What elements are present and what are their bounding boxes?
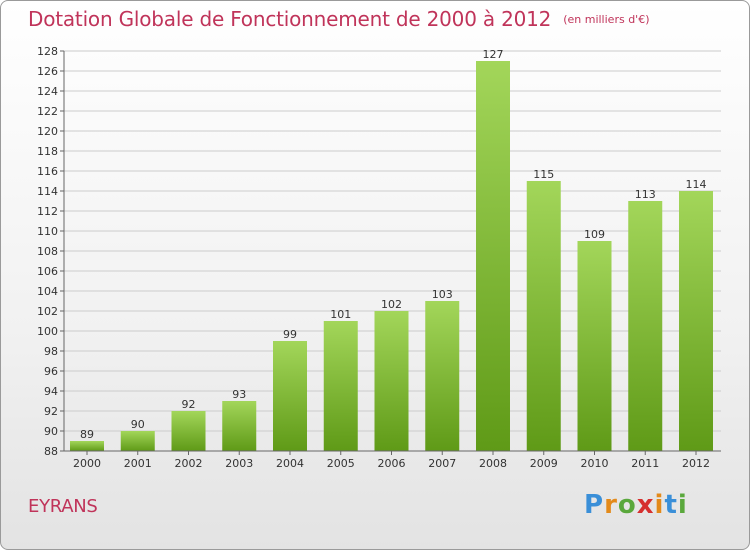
bar-value-label: 93 bbox=[232, 388, 246, 401]
y-tick-label: 124 bbox=[37, 85, 58, 98]
bar-value-label: 102 bbox=[381, 298, 402, 311]
bar bbox=[120, 431, 155, 451]
bar-value-label: 113 bbox=[635, 188, 656, 201]
bar bbox=[273, 341, 307, 451]
y-tick-label: 128 bbox=[37, 45, 58, 58]
label-layer: 89 90 92 93 99 101 102 103 127 115 109 113 114 bbox=[80, 48, 707, 441]
y-tick-label: 88 bbox=[44, 445, 58, 458]
chart-title: Dotation Globale de Fonctionnement de 20… bbox=[28, 7, 552, 31]
place-name: EYRANS bbox=[28, 496, 98, 517]
y-tick-label: 94 bbox=[44, 385, 58, 398]
y-tick-label: 98 bbox=[44, 345, 58, 358]
bar bbox=[628, 201, 663, 451]
bar bbox=[171, 411, 206, 451]
y-tick-label: 116 bbox=[37, 165, 58, 178]
logo-letter: x bbox=[636, 490, 655, 520]
y-tick-label: 102 bbox=[37, 305, 58, 318]
x-tick-label: 2012 bbox=[682, 457, 710, 470]
y-tick-label: 126 bbox=[37, 65, 58, 78]
bar bbox=[425, 301, 460, 451]
x-tick-label: 2003 bbox=[225, 457, 253, 470]
bar bbox=[70, 441, 104, 451]
bar-value-label: 103 bbox=[432, 288, 453, 301]
bar bbox=[374, 311, 409, 451]
y-tick-label: 92 bbox=[44, 405, 58, 418]
bar bbox=[577, 241, 612, 451]
x-tick-label: 2008 bbox=[479, 457, 507, 470]
proxiti-logo: Proxiti bbox=[584, 490, 688, 520]
x-tick-label: 2010 bbox=[581, 457, 609, 470]
bar-value-label: 99 bbox=[283, 328, 297, 341]
logo-letter: i bbox=[654, 490, 665, 520]
x-tick-label: 2002 bbox=[175, 457, 203, 470]
logo-letter: r bbox=[604, 490, 618, 520]
bar bbox=[526, 181, 561, 451]
chart-subtitle: (en milliers d'€) bbox=[563, 13, 650, 26]
x-tick-label: 2005 bbox=[327, 457, 355, 470]
y-tick-label: 112 bbox=[37, 205, 58, 218]
x-tick-label: 2009 bbox=[530, 457, 558, 470]
x-tick-label: 2007 bbox=[428, 457, 456, 470]
logo-letter: o bbox=[617, 490, 637, 520]
bar-value-label: 109 bbox=[584, 228, 605, 241]
x-tick-label: 2006 bbox=[378, 457, 406, 470]
y-tick-label: 122 bbox=[37, 105, 58, 118]
y-tick-label: 118 bbox=[37, 145, 58, 158]
x-tick-label: 2001 bbox=[124, 457, 152, 470]
bar bbox=[476, 61, 510, 451]
y-tick-label: 90 bbox=[44, 425, 58, 438]
bar-layer bbox=[70, 61, 713, 451]
x-tick-label: 2011 bbox=[631, 457, 659, 470]
logo-letter: t bbox=[664, 490, 678, 520]
x-tick-label: 2000 bbox=[73, 457, 101, 470]
y-tick-label: 96 bbox=[44, 365, 58, 378]
bar-value-label: 90 bbox=[131, 418, 145, 431]
y-tick-label: 108 bbox=[37, 245, 58, 258]
y-tick-label: 104 bbox=[37, 285, 58, 298]
bar-value-label: 101 bbox=[330, 308, 351, 321]
bar-value-label: 115 bbox=[533, 168, 554, 181]
bar-value-label: 127 bbox=[483, 48, 504, 61]
y-tick-label: 120 bbox=[37, 125, 58, 138]
bar-value-label: 89 bbox=[80, 428, 94, 441]
y-tick-label: 110 bbox=[37, 225, 58, 238]
logo-letter: P bbox=[584, 490, 605, 520]
bar bbox=[679, 191, 713, 451]
bar bbox=[323, 321, 358, 451]
bar-value-label: 114 bbox=[686, 178, 707, 191]
logo-letter: i bbox=[677, 490, 688, 520]
title-row: Dotation Globale de Fonctionnement de 20… bbox=[28, 7, 649, 31]
x-tick-label: 2004 bbox=[276, 457, 304, 470]
y-tick-label: 100 bbox=[37, 325, 58, 338]
y-tick-label: 114 bbox=[37, 185, 58, 198]
bar bbox=[222, 401, 257, 451]
axis-layer: 88 90 92 94 96 98 100 102 104 106 108 110 112 114 116 1… bbox=[37, 45, 721, 470]
bar-value-label: 92 bbox=[182, 398, 196, 411]
y-tick-label: 106 bbox=[37, 265, 58, 278]
